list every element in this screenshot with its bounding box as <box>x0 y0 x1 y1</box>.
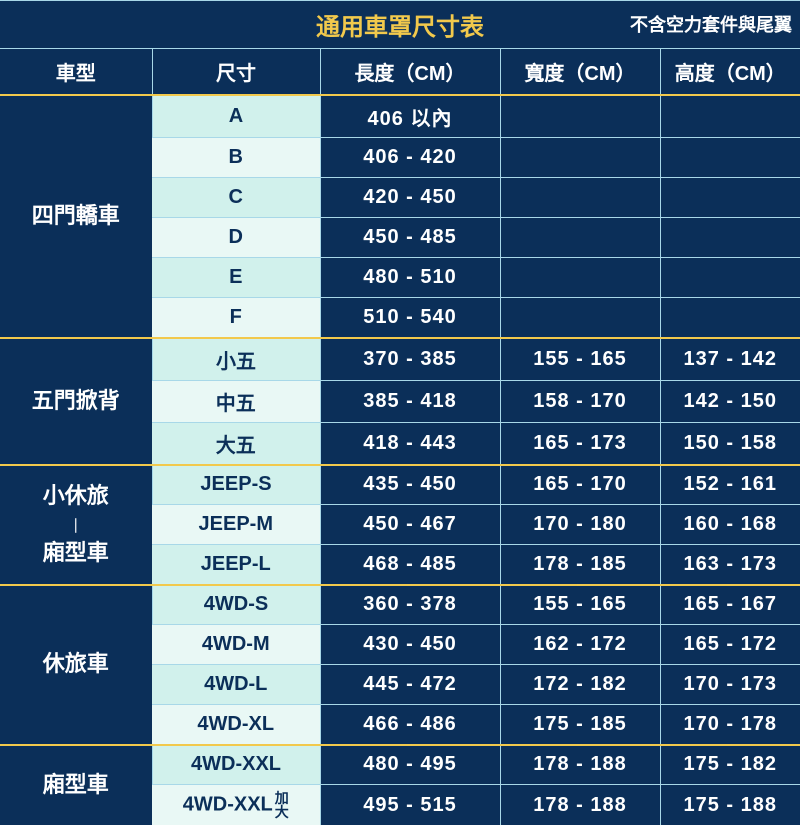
value-cell: 165 - 167 <box>660 585 800 625</box>
value-cell: 165 - 172 <box>660 625 800 665</box>
value-cell: 360 - 378 <box>320 585 500 625</box>
value-cell: 418 - 443 <box>320 422 500 465</box>
size-cell: 中五 <box>152 380 320 422</box>
value-cell: 170 - 180 <box>500 505 660 545</box>
size-cell: 4WD-L <box>152 665 320 705</box>
value-cell: 178 - 188 <box>500 785 660 825</box>
col-type: 車型 <box>0 49 152 96</box>
value-cell: 175 - 188 <box>660 785 800 825</box>
value-cell: 445 - 472 <box>320 665 500 705</box>
value-cell <box>660 258 800 298</box>
value-cell: 142 - 150 <box>660 380 800 422</box>
col-size: 尺寸 <box>152 49 320 96</box>
value-cell <box>500 218 660 258</box>
value-cell: 172 - 182 <box>500 665 660 705</box>
value-cell: 406 - 420 <box>320 138 500 178</box>
value-cell: 158 - 170 <box>500 380 660 422</box>
value-cell: 165 - 173 <box>500 422 660 465</box>
size-cell: D <box>152 218 320 258</box>
value-cell <box>500 178 660 218</box>
value-cell: 150 - 158 <box>660 422 800 465</box>
value-cell <box>500 138 660 178</box>
table-row: 四門轎車A406 以內 <box>0 95 800 138</box>
header-row: 車型 尺寸 長度（CM） 寬度（CM） 高度（CM） <box>0 49 800 96</box>
value-cell <box>660 95 800 138</box>
size-cell: 4WD-S <box>152 585 320 625</box>
value-cell: 420 - 450 <box>320 178 500 218</box>
category-cell: 四門轎車 <box>0 95 152 338</box>
value-cell: 495 - 515 <box>320 785 500 825</box>
table-row: 休旅車4WD-S360 - 378155 - 165165 - 167 <box>0 585 800 625</box>
value-cell <box>500 95 660 138</box>
size-cell: 小五 <box>152 338 320 381</box>
table-note: 不含空力套件與尾翼 <box>630 11 792 37</box>
value-cell: 178 - 188 <box>500 745 660 785</box>
value-cell: 160 - 168 <box>660 505 800 545</box>
value-cell <box>660 178 800 218</box>
value-cell: 435 - 450 <box>320 465 500 505</box>
value-cell: 163 - 173 <box>660 545 800 585</box>
value-cell <box>660 298 800 338</box>
value-cell: 152 - 161 <box>660 465 800 505</box>
value-cell: 466 - 486 <box>320 705 500 745</box>
value-cell: 175 - 182 <box>660 745 800 785</box>
size-cell: 4WD-XXL加大 <box>152 785 320 825</box>
size-cell: 4WD-XXL <box>152 745 320 785</box>
value-cell: 137 - 142 <box>660 338 800 381</box>
size-cell: JEEP-L <box>152 545 320 585</box>
value-cell <box>500 298 660 338</box>
size-cell: F <box>152 298 320 338</box>
value-cell <box>500 258 660 298</box>
table-title: 通用車罩尺寸表 <box>316 14 484 41</box>
size-cell: B <box>152 138 320 178</box>
value-cell: 170 - 178 <box>660 705 800 745</box>
size-cell: JEEP-M <box>152 505 320 545</box>
size-cell: 4WD-M <box>152 625 320 665</box>
car-cover-size-table: 通用車罩尺寸表 不含空力套件與尾翼 車型 尺寸 長度（CM） 寬度（CM） 高度… <box>0 0 800 825</box>
title-row: 通用車罩尺寸表 不含空力套件與尾翼 <box>0 1 800 49</box>
value-cell: 370 - 385 <box>320 338 500 381</box>
value-cell: 450 - 467 <box>320 505 500 545</box>
table-row: 小休旅｜廂型車JEEP-S435 - 450165 - 170152 - 161 <box>0 465 800 505</box>
value-cell: 165 - 170 <box>500 465 660 505</box>
size-cell: C <box>152 178 320 218</box>
value-cell: 178 - 185 <box>500 545 660 585</box>
value-cell: 480 - 495 <box>320 745 500 785</box>
col-height: 高度（CM） <box>660 49 800 96</box>
table-row: 五門掀背小五370 - 385155 - 165137 - 142 <box>0 338 800 381</box>
col-width: 寬度（CM） <box>500 49 660 96</box>
value-cell: 385 - 418 <box>320 380 500 422</box>
value-cell: 406 以內 <box>320 95 500 138</box>
value-cell: 162 - 172 <box>500 625 660 665</box>
size-cell: 大五 <box>152 422 320 465</box>
value-cell: 510 - 540 <box>320 298 500 338</box>
category-cell: 廂型車 <box>0 745 152 825</box>
value-cell: 480 - 510 <box>320 258 500 298</box>
table-row: 廂型車4WD-XXL480 - 495178 - 188175 - 182 <box>0 745 800 785</box>
col-length: 長度（CM） <box>320 49 500 96</box>
value-cell: 155 - 165 <box>500 585 660 625</box>
value-cell: 450 - 485 <box>320 218 500 258</box>
value-cell <box>660 138 800 178</box>
value-cell: 170 - 173 <box>660 665 800 705</box>
size-cell: A <box>152 95 320 138</box>
size-cell: JEEP-S <box>152 465 320 505</box>
category-cell: 休旅車 <box>0 585 152 745</box>
value-cell <box>660 218 800 258</box>
value-cell: 430 - 450 <box>320 625 500 665</box>
category-cell: 五門掀背 <box>0 338 152 465</box>
category-cell: 小休旅｜廂型車 <box>0 465 152 585</box>
value-cell: 155 - 165 <box>500 338 660 381</box>
size-cell: E <box>152 258 320 298</box>
size-cell: 4WD-XL <box>152 705 320 745</box>
value-cell: 468 - 485 <box>320 545 500 585</box>
value-cell: 175 - 185 <box>500 705 660 745</box>
